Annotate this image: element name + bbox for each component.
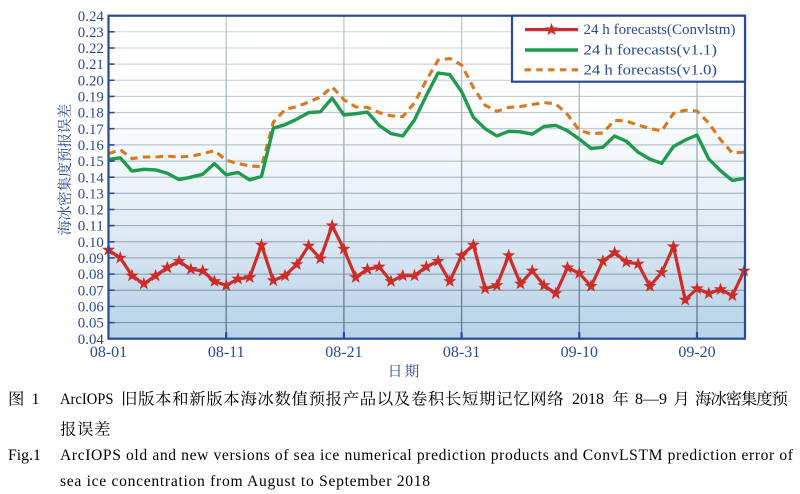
svg-text:0.06: 0.06 [78,299,104,316]
svg-text:0.08: 0.08 [78,266,104,283]
svg-text:24 h forecasts(Convlstm): 24 h forecasts(Convlstm) [584,21,736,38]
svg-text:Fig.1: Fig.1 [8,447,41,464]
svg-text:09-10: 09-10 [561,344,598,361]
svg-text:0.24: 0.24 [78,8,104,25]
svg-text:0.17: 0.17 [78,121,104,138]
svg-text:0.15: 0.15 [78,153,104,170]
svg-text:08-11: 08-11 [208,344,245,361]
svg-text:2018: 2018 [572,391,604,408]
svg-text:sea ice concentration from Aug: sea ice concentration from August to Sep… [60,473,430,490]
svg-text:0.09: 0.09 [78,250,104,267]
svg-text:08-31: 08-31 [443,344,480,361]
svg-text:24 h forecasts(v1.1): 24 h forecasts(v1.1) [584,42,718,59]
svg-text:08-01: 08-01 [90,344,127,361]
svg-text:24 h forecasts(v1.0): 24 h forecasts(v1.0) [584,61,718,78]
svg-text:09-20: 09-20 [678,344,715,361]
svg-text:0.22: 0.22 [78,40,104,57]
svg-text:08-21: 08-21 [325,344,362,361]
svg-text:0.12: 0.12 [78,202,104,219]
svg-text:0.21: 0.21 [78,56,104,73]
svg-text:0.11: 0.11 [78,218,104,235]
svg-text:0.16: 0.16 [78,137,104,154]
svg-text:1: 1 [32,391,40,408]
svg-text:8—9: 8—9 [635,391,667,408]
svg-text:0.14: 0.14 [78,169,104,186]
svg-text:0.10: 0.10 [78,234,104,251]
svg-text:ArcIOPS old and new versions o: ArcIOPS old and new versions of sea ice … [60,447,794,464]
svg-text:0.04: 0.04 [78,331,104,348]
svg-text:0.13: 0.13 [78,185,104,202]
svg-text:0.07: 0.07 [78,282,104,299]
svg-text:0.19: 0.19 [78,89,104,106]
svg-text:ArcIOPS: ArcIOPS [60,391,114,408]
svg-text:0.05: 0.05 [78,315,104,332]
svg-text:0.20: 0.20 [78,72,104,89]
svg-text:0.18: 0.18 [78,105,104,122]
svg-text:0.23: 0.23 [78,24,104,41]
